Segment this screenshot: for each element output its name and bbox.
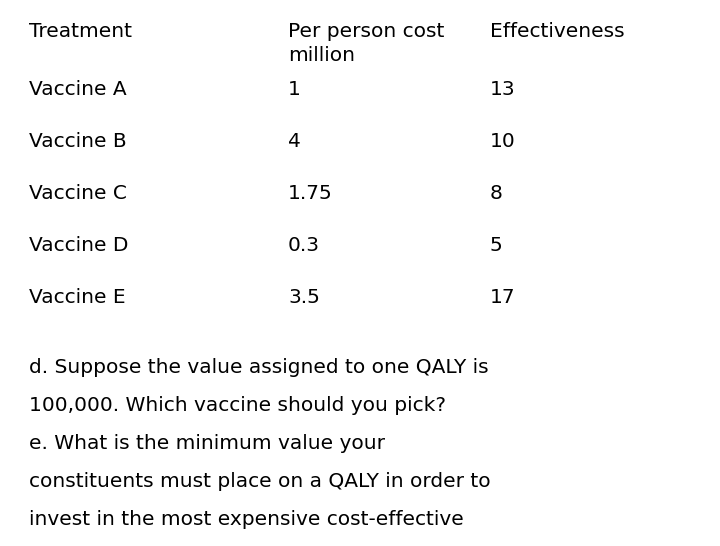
Text: 0.3: 0.3 <box>288 236 320 255</box>
Text: Vaccine B: Vaccine B <box>29 132 127 151</box>
Text: 13: 13 <box>490 80 516 99</box>
Text: 5: 5 <box>490 236 503 255</box>
Text: Vaccine D: Vaccine D <box>29 236 128 255</box>
Text: Vaccine E: Vaccine E <box>29 288 125 307</box>
Text: 4: 4 <box>288 132 301 151</box>
Text: Effectiveness: Effectiveness <box>490 22 624 41</box>
Text: e. What is the minimum value your: e. What is the minimum value your <box>29 434 384 453</box>
Text: d. Suppose the value assigned to one QALY is: d. Suppose the value assigned to one QAL… <box>29 358 488 377</box>
Text: 100,000. Which vaccine should you pick?: 100,000. Which vaccine should you pick? <box>29 396 446 415</box>
Text: million: million <box>288 46 355 65</box>
Text: invest in the most expensive cost-effective: invest in the most expensive cost-effect… <box>29 510 464 529</box>
Text: Vaccine A: Vaccine A <box>29 80 127 99</box>
Text: 10: 10 <box>490 132 516 151</box>
Text: 3.5: 3.5 <box>288 288 320 307</box>
Text: Per person cost: Per person cost <box>288 22 444 41</box>
Text: 17: 17 <box>490 288 516 307</box>
Text: Vaccine C: Vaccine C <box>29 184 127 203</box>
Text: Treatment: Treatment <box>29 22 132 41</box>
Text: 8: 8 <box>490 184 503 203</box>
Text: 1: 1 <box>288 80 301 99</box>
Text: 1.75: 1.75 <box>288 184 333 203</box>
Text: constituents must place on a QALY in order to: constituents must place on a QALY in ord… <box>29 472 490 491</box>
